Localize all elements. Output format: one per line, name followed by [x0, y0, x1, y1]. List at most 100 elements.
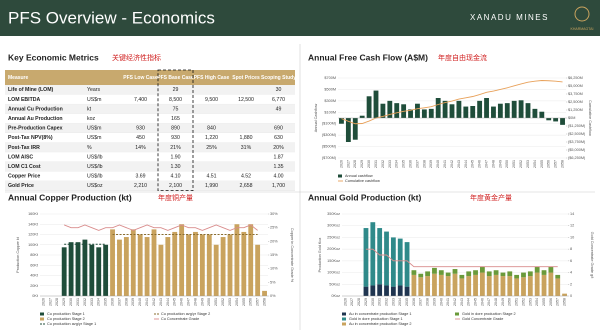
table-cell: Gold Price [8, 183, 34, 189]
x-tick-label: 2030 [371, 298, 375, 306]
bar [548, 272, 554, 296]
chart-title: Annual Gold Production (kt) [308, 192, 421, 202]
legend-label: Au in concentrate production Stage 2 [349, 322, 411, 326]
logo-sub: KHARMAGTAI [571, 27, 594, 31]
table-cell: 1.30 [170, 164, 180, 170]
bar [359, 115, 365, 118]
x-tick-label: 2045 [473, 298, 477, 306]
bar [442, 100, 448, 118]
bar [500, 276, 506, 296]
table-cell: 31% [241, 145, 252, 151]
table-cell: Years [87, 87, 100, 93]
logo-icon [574, 6, 590, 22]
x-tick-label: 2035 [104, 298, 108, 306]
table-header-bg [5, 70, 295, 85]
bar [473, 270, 478, 275]
y2-tick-label: 15% [270, 253, 278, 257]
table-cell: 890 [171, 126, 180, 132]
legend-swatch [40, 312, 44, 316]
table-cell: Annual Au Production [8, 116, 63, 122]
x-tick-label: 2049 [501, 298, 505, 306]
bar [466, 276, 472, 296]
table-header: Spot Prices [232, 75, 260, 81]
table-cell: 9,500 [205, 97, 218, 103]
bar [435, 98, 441, 118]
table-cell: 8,500 [169, 97, 182, 103]
bar [507, 276, 513, 296]
bar [518, 100, 524, 118]
table-cell: Annual Cu Production [8, 106, 63, 112]
x-tick-label: 2046 [480, 298, 484, 306]
bar [418, 273, 424, 278]
table-cell: US$/lb [87, 164, 103, 170]
bar [428, 108, 434, 118]
x-tick-label: 2029 [62, 298, 66, 306]
x-tick-label: 2045 [173, 298, 177, 306]
table-cell: 630 [274, 135, 283, 141]
x-tick-label: 2032 [384, 298, 388, 306]
table-cell: US$oz [87, 183, 103, 189]
bar [534, 272, 540, 296]
bar [463, 106, 469, 118]
bar [421, 109, 427, 118]
table-row-bg [5, 152, 295, 162]
legend-swatch [455, 312, 459, 316]
table-cell: % [87, 145, 92, 151]
bar [397, 285, 403, 296]
bar [404, 286, 410, 296]
bar [452, 269, 458, 274]
x-tick-label: 2048 [494, 298, 498, 306]
bar [449, 104, 455, 118]
legend-swatch [342, 317, 346, 321]
table-cell: 75 [173, 106, 179, 112]
bar [479, 272, 485, 296]
y-tick-label: ($700M) [322, 156, 337, 160]
y-tick-label: 350Koz [327, 212, 340, 216]
y-tick-label: $700M [324, 76, 336, 80]
x-tick-label: 2030 [367, 160, 371, 168]
y2-tick-label: 10 [570, 235, 574, 239]
bar [241, 231, 247, 296]
legend-label: Gold Concentrate Grade [462, 317, 503, 321]
y2-tick-label: 2 [570, 282, 572, 286]
line [341, 80, 563, 125]
bar [89, 244, 95, 296]
x-tick-label: 2029 [364, 298, 368, 306]
x-tick-label: 2039 [432, 298, 436, 306]
x-tick-label: 2026 [41, 298, 45, 306]
x-tick-label: 2040 [436, 160, 440, 168]
x-tick-label: 2033 [90, 298, 94, 306]
table-cell: 7,400 [134, 97, 147, 103]
bar [548, 266, 554, 273]
bar [432, 273, 437, 296]
x-tick-label: 2051 [512, 160, 516, 168]
table-cell: 1,700 [272, 183, 285, 189]
bar [514, 278, 520, 296]
bar [452, 273, 458, 296]
x-tick-label: 2050 [508, 298, 512, 306]
legend-swatch [338, 174, 342, 178]
x-tick-label: 2026 [343, 298, 347, 306]
x-tick-label: 2036 [408, 160, 412, 168]
y-axis-title: Annual Cashflow [314, 103, 318, 132]
y2-tick-label: 6 [570, 259, 572, 263]
x-tick-label: 2057 [256, 298, 260, 306]
bar [370, 285, 376, 296]
bar [366, 96, 372, 118]
x-tick-label: 2055 [540, 160, 544, 168]
table-cell: 1.90 [170, 154, 180, 160]
bar [82, 239, 88, 296]
y-tick-label: $300M [324, 99, 336, 103]
x-tick-label: 2042 [152, 298, 156, 306]
bar [473, 274, 478, 296]
bar [539, 111, 545, 118]
x-tick-label: 2041 [446, 298, 450, 306]
legend-label: Au in concentrate production Stage 1 [349, 312, 411, 316]
table-cell: 30 [276, 87, 282, 93]
bar [470, 106, 476, 118]
table-header: PFS Base Case [157, 75, 194, 81]
table-cell: kt [87, 106, 92, 112]
legend-label: Annual cashflow [345, 174, 373, 178]
x-tick-label: 2041 [443, 160, 447, 168]
bar [418, 277, 424, 296]
